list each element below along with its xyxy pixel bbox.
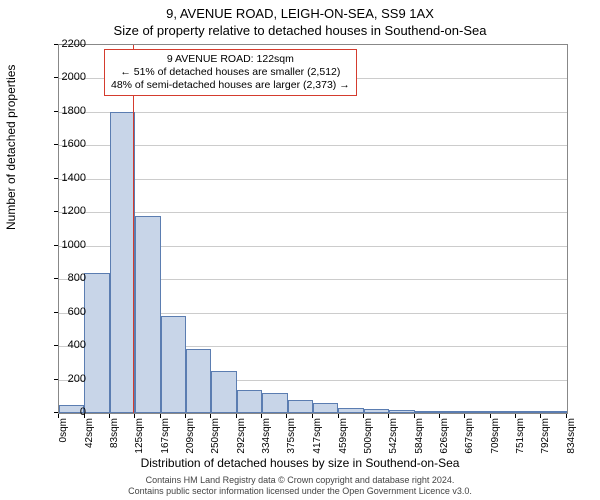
footer-attribution: Contains HM Land Registry data © Crown c… bbox=[0, 475, 600, 497]
y-tick-mark bbox=[54, 412, 58, 413]
y-axis-label: Number of detached properties bbox=[4, 65, 18, 230]
page-title-subtitle: Size of property relative to detached ho… bbox=[0, 21, 600, 38]
x-tick-label: 0sqm bbox=[58, 418, 69, 458]
histogram-bar bbox=[211, 371, 236, 413]
histogram-bar bbox=[415, 411, 440, 414]
histogram-bar bbox=[440, 411, 465, 413]
footer-line-1: Contains HM Land Registry data © Crown c… bbox=[0, 475, 600, 486]
x-tick-label: 250sqm bbox=[210, 418, 221, 458]
histogram-bar bbox=[338, 408, 363, 413]
histogram-bar bbox=[84, 273, 109, 414]
y-tick-label: 1800 bbox=[56, 105, 86, 117]
x-tick-label: 709sqm bbox=[490, 418, 501, 458]
histogram-bar bbox=[161, 316, 186, 413]
y-tick-label: 2000 bbox=[56, 71, 86, 83]
y-tick-mark bbox=[54, 111, 58, 112]
annotation-callout: 9 AVENUE ROAD: 122sqm← 51% of detached h… bbox=[104, 49, 357, 96]
y-tick-mark bbox=[54, 77, 58, 78]
x-tick-label: 667sqm bbox=[464, 418, 475, 458]
x-tick-label: 584sqm bbox=[414, 418, 425, 458]
y-tick-label: 1200 bbox=[56, 205, 86, 217]
histogram-bar bbox=[491, 411, 516, 413]
y-tick-mark bbox=[54, 178, 58, 179]
y-tick-mark bbox=[54, 245, 58, 246]
y-tick-mark bbox=[54, 345, 58, 346]
histogram-bar bbox=[465, 411, 490, 413]
x-tick-label: 417sqm bbox=[312, 418, 323, 458]
histogram-bar bbox=[389, 410, 414, 413]
x-axis-label: Distribution of detached houses by size … bbox=[0, 456, 600, 470]
y-tick-label: 800 bbox=[56, 272, 86, 284]
gridline bbox=[59, 179, 567, 180]
y-tick-mark bbox=[54, 211, 58, 212]
histogram-bar bbox=[516, 411, 541, 413]
histogram-bar bbox=[262, 393, 287, 413]
histogram-bar bbox=[110, 112, 135, 413]
y-tick-mark bbox=[54, 278, 58, 279]
histogram-bar bbox=[542, 411, 567, 413]
y-tick-label: 400 bbox=[56, 339, 86, 351]
histogram-bar bbox=[288, 400, 313, 413]
histogram-bar bbox=[313, 403, 338, 413]
y-tick-label: 0 bbox=[56, 406, 86, 418]
chart-plot-area: 9 AVENUE ROAD: 122sqm← 51% of detached h… bbox=[58, 44, 568, 414]
histogram-bar bbox=[135, 216, 160, 413]
y-tick-mark bbox=[54, 379, 58, 380]
x-tick-label: 792sqm bbox=[540, 418, 551, 458]
x-tick-label: 626sqm bbox=[439, 418, 450, 458]
x-tick-label: 834sqm bbox=[566, 418, 577, 458]
gridline bbox=[59, 145, 567, 146]
footer-line-2: Contains public sector information licen… bbox=[0, 486, 600, 497]
x-tick-label: 459sqm bbox=[338, 418, 349, 458]
x-tick-label: 375sqm bbox=[286, 418, 297, 458]
property-marker-line bbox=[133, 45, 134, 413]
y-tick-mark bbox=[54, 312, 58, 313]
x-tick-label: 42sqm bbox=[84, 418, 95, 458]
gridline bbox=[59, 112, 567, 113]
annotation-line-3: 48% of semi-detached houses are larger (… bbox=[111, 79, 350, 92]
y-tick-label: 200 bbox=[56, 373, 86, 385]
histogram-bar bbox=[364, 409, 389, 413]
x-tick-label: 292sqm bbox=[236, 418, 247, 458]
annotation-line-2: ← 51% of detached houses are smaller (2,… bbox=[111, 66, 350, 79]
y-tick-mark bbox=[54, 144, 58, 145]
x-tick-label: 751sqm bbox=[515, 418, 526, 458]
page-title-address: 9, AVENUE ROAD, LEIGH-ON-SEA, SS9 1AX bbox=[0, 0, 600, 21]
y-tick-label: 1000 bbox=[56, 239, 86, 251]
x-tick-label: 167sqm bbox=[160, 418, 171, 458]
x-tick-label: 334sqm bbox=[261, 418, 272, 458]
y-tick-label: 2200 bbox=[56, 38, 86, 50]
x-tick-label: 83sqm bbox=[109, 418, 120, 458]
x-tick-label: 209sqm bbox=[185, 418, 196, 458]
gridline bbox=[59, 212, 567, 213]
histogram-bar bbox=[186, 349, 211, 413]
x-tick-label: 125sqm bbox=[134, 418, 145, 458]
x-tick-label: 542sqm bbox=[388, 418, 399, 458]
annotation-line-1: 9 AVENUE ROAD: 122sqm bbox=[111, 53, 350, 66]
histogram-bar bbox=[237, 390, 262, 413]
y-tick-label: 600 bbox=[56, 306, 86, 318]
y-tick-label: 1400 bbox=[56, 172, 86, 184]
x-tick-label: 500sqm bbox=[363, 418, 374, 458]
y-tick-label: 1600 bbox=[56, 138, 86, 150]
y-tick-mark bbox=[54, 44, 58, 45]
